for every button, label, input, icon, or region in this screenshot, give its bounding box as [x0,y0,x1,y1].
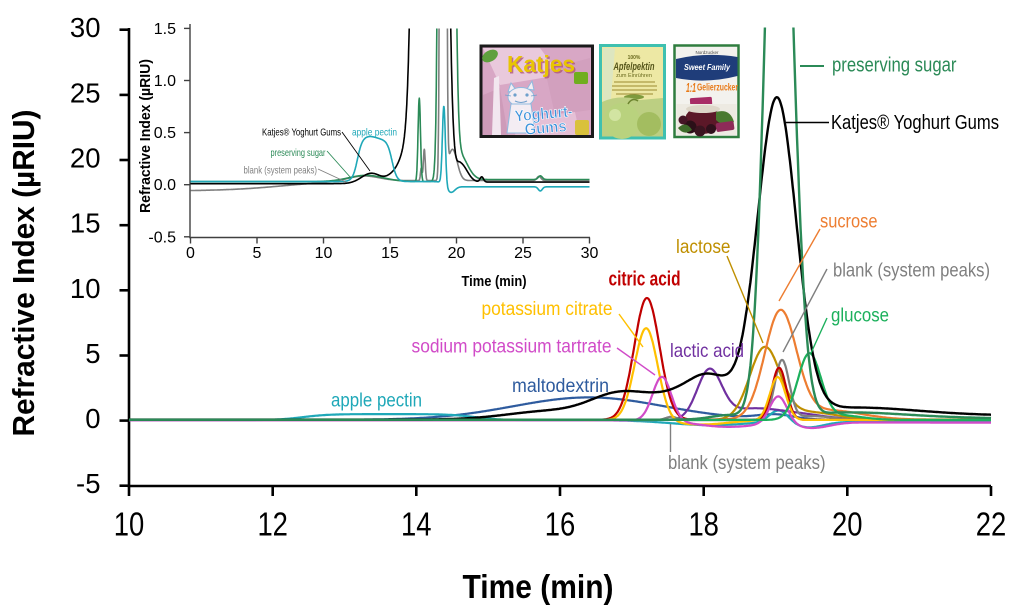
svg-text:blank (system peaks): blank (system peaks) [244,165,318,177]
svg-text:potassium citrate: potassium citrate [482,299,613,320]
svg-text:Katjes: Katjes [509,53,577,79]
svg-text:Time (min): Time (min) [462,274,527,290]
svg-text:20: 20 [448,245,466,262]
svg-text:18: 18 [688,506,719,543]
svg-text:10: 10 [114,506,145,543]
svg-text:blank (system peaks): blank (system peaks) [668,452,826,474]
svg-text:citric acid: citric acid [609,269,681,291]
svg-text:0.5: 0.5 [154,125,176,142]
svg-text:20: 20 [832,506,863,543]
svg-text:Gums: Gums [524,118,567,139]
svg-text:apple pectin: apple pectin [331,391,422,412]
svg-text:blank (system peaks): blank (system peaks) [833,259,990,281]
svg-text:preserving sugar: preserving sugar [832,55,957,77]
svg-text:1:1: 1:1 [686,80,696,95]
svg-text:100%: 100% [628,55,641,61]
svg-text:Refractive Index (µRIU): Refractive Index (µRIU) [6,110,41,437]
svg-text:15: 15 [70,208,101,239]
svg-text:25: 25 [514,245,532,262]
svg-text:0: 0 [186,245,195,262]
svg-text:Yoghurt-: Yoghurt- [514,104,573,126]
svg-text:10: 10 [70,273,101,304]
svg-text:Katjes: Katjes [507,51,575,77]
svg-text:glucose: glucose [831,306,889,327]
svg-text:14: 14 [401,506,432,543]
svg-text:sucrose: sucrose [820,212,878,233]
svg-text:preserving sugar: preserving sugar [271,147,326,159]
svg-text:Time (min): Time (min) [463,568,614,605]
svg-text:10: 10 [315,245,333,262]
svg-text:Gelierzucker: Gelierzucker [697,83,738,94]
svg-text:Nordzucker: Nordzucker [695,50,719,55]
svg-text:-5: -5 [76,468,100,499]
svg-text:5: 5 [253,245,262,262]
svg-text:12: 12 [257,506,288,543]
svg-text:lactic acid: lactic acid [670,340,744,362]
svg-text:16: 16 [545,506,576,543]
svg-text:Apfelpektin: Apfelpektin [613,61,655,73]
svg-text:25: 25 [70,77,101,108]
svg-text:30: 30 [70,12,101,43]
svg-text:0: 0 [85,403,100,434]
svg-text:Refractive Index (µRIU): Refractive Index (µRIU) [138,59,154,213]
svg-text:Katjes® Yoghurt Gums: Katjes® Yoghurt Gums [831,112,999,134]
svg-text:Sweet Family: Sweet Family [684,63,730,72]
svg-text:15: 15 [381,245,399,262]
svg-text:lactose: lactose [676,237,731,258]
svg-text:22: 22 [976,506,1007,543]
svg-text:-0.5: -0.5 [148,229,176,246]
svg-text:zum Einrühren: zum Einrühren [616,73,652,79]
svg-text:0.0: 0.0 [154,177,176,194]
svg-text:Katjes® Yoghurt Gums: Katjes® Yoghurt Gums [262,127,341,139]
svg-text:maltodextrin: maltodextrin [512,376,609,397]
svg-text:30: 30 [581,245,599,262]
svg-text:5: 5 [85,338,100,369]
svg-text:apple pectin: apple pectin [352,127,397,139]
svg-text:20: 20 [70,143,101,174]
svg-text:1.0: 1.0 [154,73,176,90]
svg-text:sodium potassium tartrate: sodium potassium tartrate [412,337,612,358]
svg-text:1.5: 1.5 [154,21,176,38]
